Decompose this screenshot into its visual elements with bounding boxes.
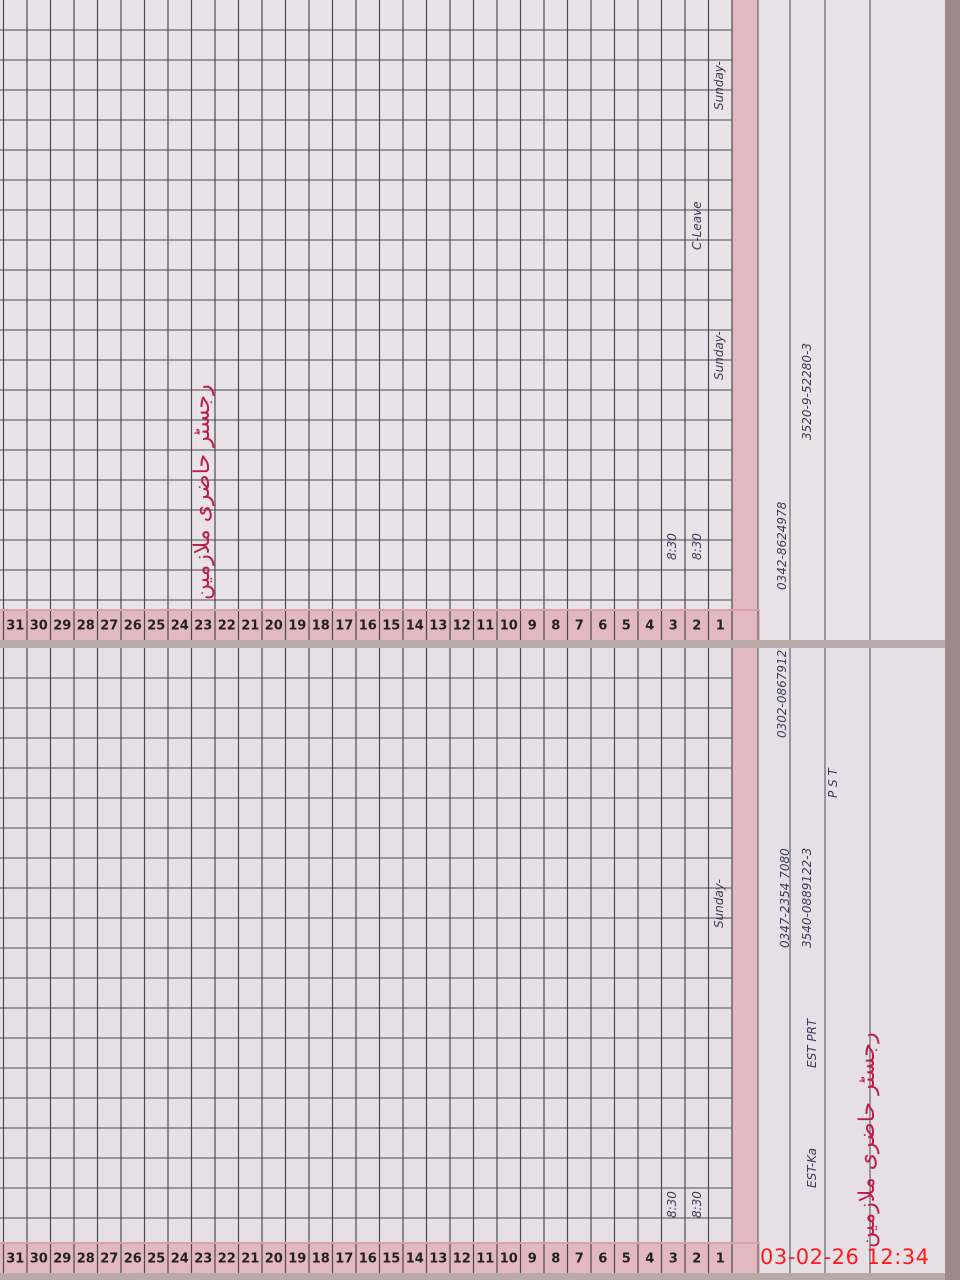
row-number: 10 bbox=[499, 1251, 518, 1267]
row-number: 15 bbox=[382, 618, 401, 634]
register-page-top: رجسٹر حاضری ملازمین 3520-9-52280-3 0342-… bbox=[0, 0, 945, 640]
row-number: 1 bbox=[715, 1251, 725, 1267]
entry: 0347-2354 7080 bbox=[778, 848, 792, 948]
row-number: 29 bbox=[53, 1251, 72, 1267]
row-number: 4 bbox=[645, 1251, 655, 1267]
entry: 8:30 bbox=[665, 533, 679, 560]
entry: Sunday- bbox=[712, 331, 726, 380]
row-number: 31 bbox=[6, 1251, 25, 1267]
row-number: 16 bbox=[358, 618, 377, 634]
camera-timestamp: 03-02-26 12:34 bbox=[760, 1245, 930, 1269]
row-number: 11 bbox=[476, 618, 495, 634]
row-number: 11 bbox=[476, 1251, 495, 1267]
row-number: 24 bbox=[170, 618, 189, 634]
entry: P S T bbox=[826, 768, 840, 798]
entry: 8:30 bbox=[690, 1191, 704, 1218]
day-band bbox=[732, 648, 758, 1273]
row-number: 30 bbox=[29, 618, 48, 634]
entry: 0342-8624978 bbox=[775, 501, 789, 590]
row-number: 31 bbox=[6, 618, 25, 634]
row-number: 25 bbox=[147, 618, 166, 634]
row-number: 13 bbox=[429, 618, 448, 634]
row-number: 26 bbox=[123, 618, 142, 634]
row-number: 2 bbox=[692, 618, 702, 634]
row-number: 25 bbox=[147, 1251, 166, 1267]
row-number: 26 bbox=[123, 1251, 142, 1267]
row-number: 7 bbox=[574, 618, 584, 634]
row-number: 18 bbox=[311, 618, 330, 634]
row-number: 6 bbox=[598, 1251, 608, 1267]
row-number: 2 bbox=[692, 1251, 702, 1267]
row-number: 28 bbox=[76, 618, 95, 634]
row-number: 3 bbox=[668, 618, 678, 634]
row-number: 19 bbox=[288, 618, 307, 634]
row-number: 20 bbox=[264, 1251, 283, 1267]
row-number: 22 bbox=[217, 618, 236, 634]
row-number: 10 bbox=[499, 618, 518, 634]
day-band bbox=[732, 0, 758, 640]
row-number: 18 bbox=[311, 1251, 330, 1267]
register-page-bottom: رجسٹر حاضری ملازمین P S T 3540-0889122-3… bbox=[0, 648, 945, 1273]
entry: EST-Ka bbox=[805, 1148, 819, 1188]
row-number: 22 bbox=[217, 1251, 236, 1267]
grid-bottom bbox=[0, 648, 871, 1273]
row-number: 16 bbox=[358, 1251, 377, 1267]
entry: EST PRT bbox=[805, 1018, 819, 1068]
entry: C-Leave bbox=[690, 201, 704, 250]
row-number: 7 bbox=[574, 1251, 584, 1267]
book-edge bbox=[945, 0, 960, 1280]
row-number: 9 bbox=[527, 618, 537, 634]
row-number: 12 bbox=[452, 618, 471, 634]
row-number: 21 bbox=[241, 618, 260, 634]
row-number: 29 bbox=[53, 618, 72, 634]
row-number: 1 bbox=[715, 618, 725, 634]
row-number: 17 bbox=[335, 618, 354, 634]
entry: 3520-9-52280-3 bbox=[800, 343, 814, 440]
row-number: 15 bbox=[382, 1251, 401, 1267]
grid-top bbox=[0, 0, 871, 640]
row-number: 4 bbox=[645, 618, 655, 634]
row-number: 23 bbox=[194, 618, 213, 634]
entry: 8:30 bbox=[665, 1191, 679, 1218]
row-number: 3 bbox=[668, 1251, 678, 1267]
row-number: 14 bbox=[405, 1251, 424, 1267]
row-number: 20 bbox=[264, 618, 283, 634]
entry: Sunday- bbox=[712, 61, 726, 110]
row-number: 5 bbox=[621, 1251, 631, 1267]
row-number: 6 bbox=[598, 618, 608, 634]
entry: 3540-0889122-3 bbox=[800, 847, 814, 948]
row-number: 27 bbox=[100, 1251, 119, 1267]
entry: 8:30 bbox=[690, 533, 704, 560]
row-number: 14 bbox=[405, 618, 424, 634]
page-title-top: رجسٹر حاضری ملازمین bbox=[190, 384, 215, 600]
row-number: 24 bbox=[170, 1251, 189, 1267]
row-number: 8 bbox=[551, 618, 561, 634]
row-number: 9 bbox=[527, 1251, 537, 1267]
row-number: 5 bbox=[621, 618, 631, 634]
entry: 0302-0867912 bbox=[775, 649, 789, 738]
row-number: 30 bbox=[29, 1251, 48, 1267]
row-number: 12 bbox=[452, 1251, 471, 1267]
row-number: 13 bbox=[429, 1251, 448, 1267]
row-number: 21 bbox=[241, 1251, 260, 1267]
row-number: 27 bbox=[100, 618, 119, 634]
row-number: 8 bbox=[551, 1251, 561, 1267]
page-title-bottom: رجسٹر حاضری ملازمین bbox=[855, 1032, 880, 1248]
row-number: 23 bbox=[194, 1251, 213, 1267]
entry: Sunday- bbox=[712, 879, 726, 928]
row-number: 28 bbox=[76, 1251, 95, 1267]
row-number: 17 bbox=[335, 1251, 354, 1267]
row-number: 19 bbox=[288, 1251, 307, 1267]
